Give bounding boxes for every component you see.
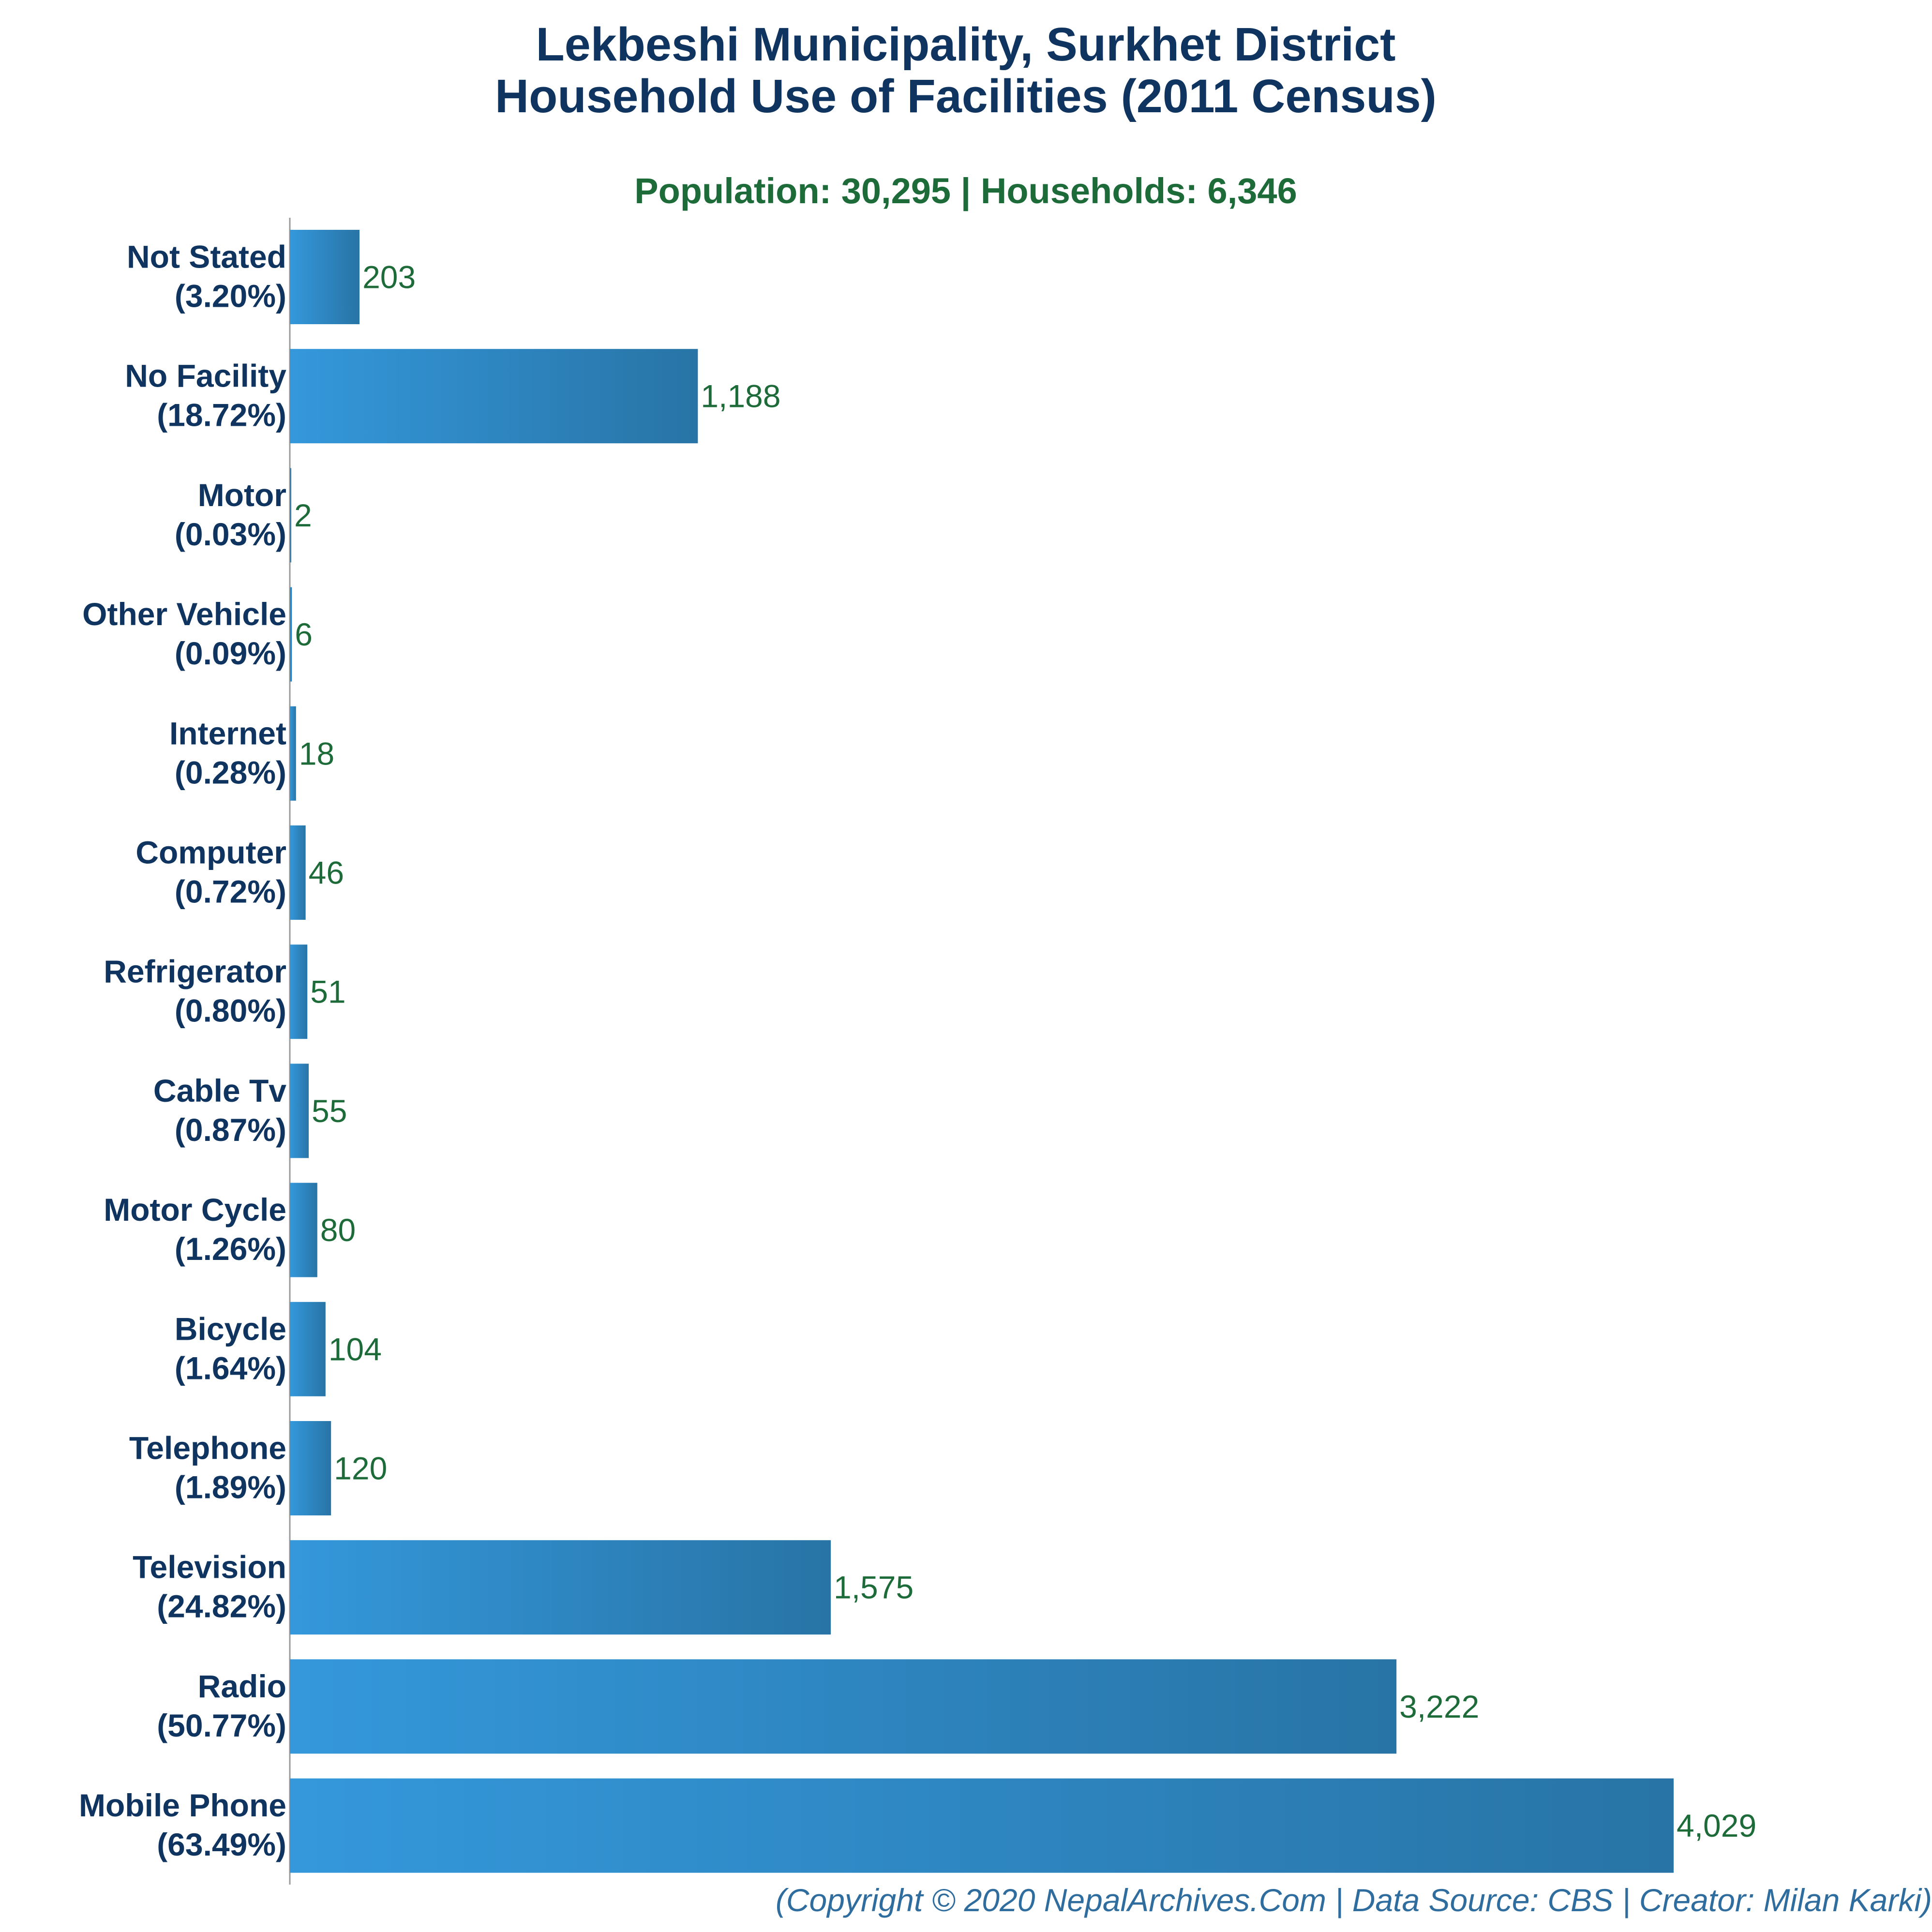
value-label: 4,029 (1677, 1808, 1756, 1843)
category-percent-label: (0.87%) (175, 1112, 286, 1148)
bar-motor (290, 468, 291, 563)
category-percent-label: (63.49%) (157, 1827, 286, 1862)
value-label: 1,575 (834, 1570, 914, 1605)
bar-mobile-phone (290, 1778, 1674, 1873)
category-percent-label: (18.72%) (157, 397, 286, 433)
bar-radio (290, 1659, 1397, 1754)
category-label: No Facility (125, 358, 286, 394)
bar-motor-cycle (290, 1183, 317, 1277)
category-percent-label: (0.72%) (175, 874, 286, 910)
category-label: Radio (198, 1668, 286, 1704)
category-label: Refrigerator (104, 954, 286, 989)
category-percent-label: (1.64%) (175, 1350, 286, 1386)
category-percent-label: (0.80%) (175, 993, 286, 1029)
value-label: 55 (312, 1093, 347, 1129)
value-label: 46 (309, 855, 344, 891)
chart-title-line-2: Household Use of Facilities (2011 Census… (495, 70, 1437, 122)
bar-television (290, 1540, 831, 1635)
category-percent-label: (50.77%) (157, 1707, 286, 1743)
value-label: 1,188 (701, 378, 780, 414)
category-percent-label: (1.89%) (175, 1469, 286, 1505)
category-label: Mobile Phone (79, 1787, 286, 1823)
value-label: 51 (310, 974, 345, 1010)
bar-computer (290, 825, 306, 920)
category-percent-label: (1.26%) (175, 1231, 286, 1267)
bar-other-vehicle (290, 587, 292, 682)
category-label: Telephone (129, 1430, 286, 1466)
bar-not-stated (290, 230, 360, 324)
value-label: 203 (362, 259, 416, 295)
value-label: 80 (320, 1212, 356, 1248)
category-percent-label: (24.82%) (157, 1588, 286, 1624)
category-label: Motor Cycle (104, 1192, 286, 1228)
bars-layer: Not Stated(3.20%) 203 No Facility(18.72%) 1… (79, 230, 1756, 1873)
chart-footer: (Copyright © 2020 NepalArchives.Com | Da… (776, 1882, 1932, 1919)
category-label: Cable Tv (153, 1073, 286, 1108)
category-percent-label: (0.09%) (175, 635, 286, 671)
category-label: Motor (198, 477, 286, 513)
chart-subtitle: Population: 30,295 | Households: 6,346 (634, 171, 1297, 211)
category-label: Internet (169, 715, 286, 751)
category-percent-label: (3.20%) (175, 278, 286, 314)
value-label: 120 (334, 1451, 387, 1486)
bar-no-facility (290, 349, 698, 444)
category-percent-label: (0.28%) (175, 754, 286, 790)
value-label: 3,222 (1399, 1689, 1479, 1724)
chart-title-line-1: Lekbeshi Municipality, Surkhet District (536, 18, 1396, 71)
bar-internet (290, 706, 296, 801)
category-label: Bicycle (175, 1311, 286, 1347)
category-label: Not Stated (127, 239, 286, 275)
bar-cable-tv (290, 1063, 309, 1158)
category-label: Other Vehicle (82, 596, 286, 632)
category-label: Television (133, 1549, 286, 1585)
bar-bicycle (290, 1302, 326, 1396)
value-label: 104 (329, 1331, 382, 1367)
value-label: 6 (295, 616, 313, 652)
category-label: Computer (135, 835, 286, 870)
bar-refrigerator (290, 944, 308, 1039)
bar-telephone (290, 1421, 331, 1515)
value-label: 2 (294, 497, 312, 533)
category-percent-label: (0.03%) (175, 516, 286, 552)
value-label: 18 (299, 735, 334, 771)
